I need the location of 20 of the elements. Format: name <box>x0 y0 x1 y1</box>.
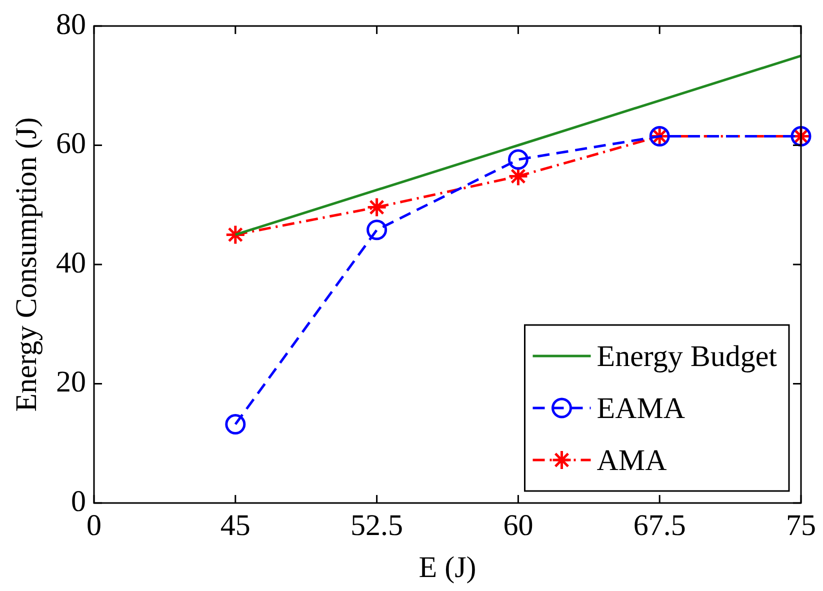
y-tick-label: 60 <box>56 127 86 160</box>
y-tick-label: 80 <box>56 8 86 41</box>
x-tick-label: 45 <box>220 508 250 542</box>
point <box>366 220 388 240</box>
x-tick-label: 52.5 <box>350 508 404 542</box>
legend-label: Energy Budget <box>596 340 778 373</box>
x-tick-label: 60 <box>503 508 534 542</box>
x-tick-label: 67.5 <box>633 508 686 542</box>
point <box>225 414 246 435</box>
legend-label: EAMA <box>596 392 686 425</box>
y-tick-label: 0 <box>71 484 86 518</box>
y-tick-label: 40 <box>56 246 86 280</box>
x-tick-label: 75 <box>786 508 816 542</box>
legend-label: AMA <box>596 444 668 477</box>
y-tick-label: 20 <box>56 366 86 399</box>
x-axis-title: E (J) <box>418 550 476 584</box>
y-axis-title: Energy Consumption (J) <box>10 117 43 412</box>
point <box>508 149 528 170</box>
point <box>508 166 528 187</box>
point <box>366 197 388 218</box>
